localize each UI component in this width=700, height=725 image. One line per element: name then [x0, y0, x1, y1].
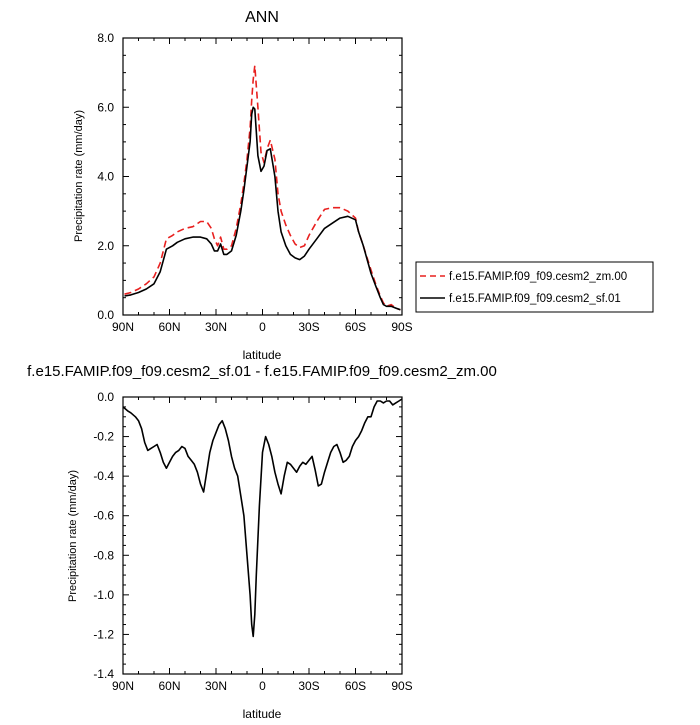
y-axis-label-bottom: Precipitation rate (mm/day): [67, 470, 79, 602]
top-x-tick-label: 60S: [345, 320, 366, 334]
bottom-y-tick-label: -0.4: [93, 469, 114, 483]
legend-label-zm00: f.e15.FAMIP.f09_f09.cesm2_zm.00: [449, 271, 627, 283]
top-y-tick-label: 2.0: [97, 239, 114, 253]
bottom-y-tick-label: 0.0: [97, 390, 114, 404]
bottom-y-tick-label: -1.4: [93, 667, 114, 681]
top-y-tick-label: 0.0: [97, 308, 114, 322]
top-x-tick-label: 0: [259, 320, 266, 334]
difference-title: f.e15.FAMIP.f09_f09.cesm2_sf.01 - f.e15.…: [27, 363, 497, 380]
top-ticks: 90N 60N 30N 0 30S 60S 90S 0.0 2.0 4.0 6.0 8.0: [97, 31, 412, 334]
top-panel: ANN Precipitation rate (mm/day) latitude…: [73, 9, 413, 362]
bottom-plot-frame: [122, 396, 403, 675]
bottom-x-tick-label: 30N: [205, 679, 227, 693]
y-axis-label: Precipitation rate (mm/day): [73, 110, 85, 242]
bottom-y-tick-label: -1.0: [93, 588, 114, 602]
bottom-x-tick-label: 0: [259, 679, 266, 693]
top-y-tick-label: 6.0: [97, 100, 114, 114]
bottom-y-tick-label: -0.2: [93, 430, 114, 444]
top-y-tick-label: 4.0: [97, 170, 114, 184]
x-axis-label-bottom: latitude: [243, 707, 282, 721]
top-series-group: [124, 64, 401, 311]
legend-box: [415, 261, 654, 313]
bottom-y-tick-label: -1.2: [93, 627, 114, 641]
x-axis-label: latitude: [243, 348, 282, 362]
bottom-x-tick-label: 90S: [391, 679, 412, 693]
legend-label-sf01: f.e15.FAMIP.f09_f09.cesm2_sf.01: [449, 293, 621, 305]
top-series-line-0: [124, 64, 401, 311]
bottom-series-line-0: [122, 398, 403, 638]
top-x-tick-label: 30S: [298, 320, 319, 334]
bottom-x-tick-label: 60S: [345, 679, 366, 693]
bottom-series-group: [122, 398, 403, 638]
top-plot-frame: [122, 37, 403, 316]
bottom-x-tick-label: 90N: [112, 679, 134, 693]
bottom-y-tick-label: -0.6: [93, 509, 114, 523]
bottom-panel: f.e15.FAMIP.f09_f09.cesm2_sf.01 - f.e15.…: [27, 363, 497, 721]
bottom-ticks: 90N 60N 30N 0 30S 60S 90S -1.4 -1.2 -1.0 -0.8 -0.6 -…: [93, 390, 412, 693]
bottom-x-tick-label: 30S: [298, 679, 319, 693]
legend: f.e15.FAMIP.f09_f09.cesm2_zm.00 f.e15.FA…: [415, 261, 654, 313]
top-y-tick-label: 8.0: [97, 31, 114, 45]
top-x-tick-label: 60N: [158, 320, 180, 334]
top-x-tick-label: 90S: [391, 320, 412, 334]
chart-title: ANN: [245, 9, 279, 26]
top-series-line-1: [124, 106, 401, 311]
top-x-tick-label: 90N: [112, 320, 134, 334]
top-x-tick-label: 30N: [205, 320, 227, 334]
bottom-y-tick-label: -0.8: [93, 548, 114, 562]
bottom-x-tick-label: 60N: [158, 679, 180, 693]
